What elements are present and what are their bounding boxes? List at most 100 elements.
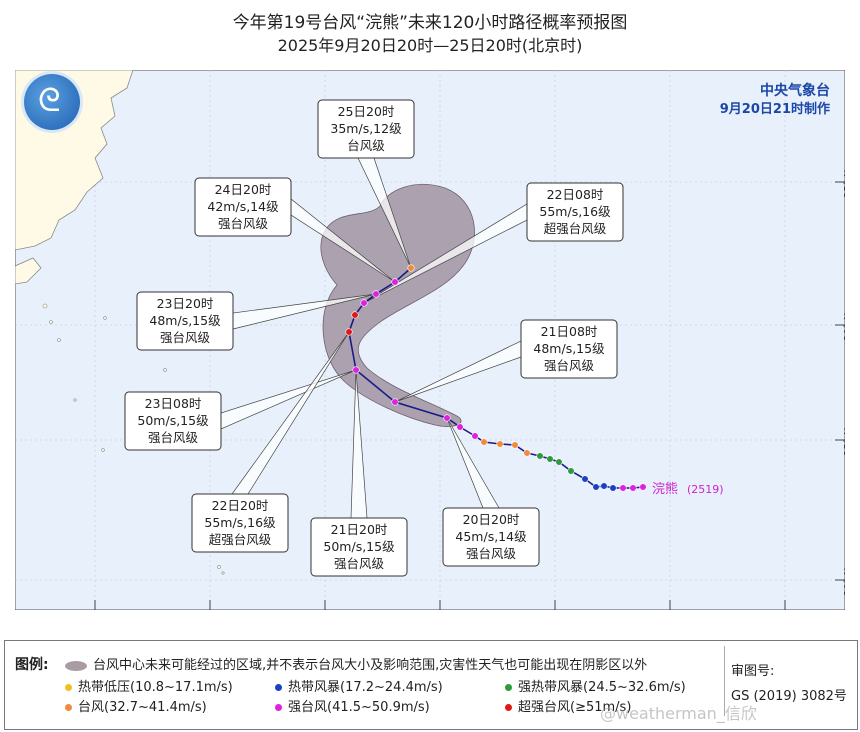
callout-box	[136, 291, 234, 351]
legend-item: 热带风暴(17.2~24.4m/s)	[275, 676, 443, 695]
callout-text: 55m/s,16级	[539, 204, 611, 219]
legend-item-label: 热带风暴(17.2~24.4m/s)	[288, 680, 443, 695]
typhoon-track-points	[345, 264, 647, 492]
legend-item-label: 强热带风暴(24.5~32.6m/s)	[518, 680, 686, 695]
callout-box	[442, 507, 540, 567]
track-point	[391, 278, 399, 286]
track-point	[592, 483, 600, 491]
callout-text: 超强台风级	[544, 221, 607, 236]
callout-text: 21日20时	[331, 522, 388, 537]
track-point	[372, 290, 380, 298]
callout-text: 50m/s,15级	[323, 539, 395, 554]
track-point	[351, 311, 359, 319]
lat-tick-label: 25° N	[843, 428, 845, 456]
track-point	[407, 264, 415, 272]
legend-dot-icon	[275, 704, 282, 711]
map-subtitle: 2025年9月20日20时—25日20时(北京时)	[277, 36, 583, 55]
map-title: 今年第19号台风“浣熊”未来120小时路径概率预报图	[232, 13, 628, 33]
callout-text: 20日20时	[463, 512, 520, 527]
legend-dot-icon	[65, 704, 72, 711]
track-point	[352, 366, 360, 374]
track-point	[523, 449, 531, 457]
callout-text: 强台风级	[148, 430, 199, 445]
forecast-map: 140° E145° E150° E155° E160° E165° E170°…	[15, 70, 845, 610]
callout-text: 台风级	[347, 138, 385, 153]
legend-frame	[4, 640, 858, 730]
callout-text: 48m/s,15级	[533, 341, 605, 356]
cma-logo: ᘓ	[24, 74, 80, 130]
legend-dot-icon	[505, 684, 512, 691]
track-point	[391, 398, 399, 406]
callout-text: 25日20时	[338, 104, 395, 119]
callout-text: 强台风级	[160, 330, 211, 345]
callout-box	[526, 182, 624, 242]
callout-text: 45m/s,14级	[455, 529, 527, 544]
track-point	[360, 299, 368, 307]
legend-dot-icon	[505, 704, 512, 711]
track-point	[536, 452, 544, 460]
track-point	[345, 328, 353, 336]
callout-text: 超强台风级	[209, 532, 272, 547]
callout-box	[520, 319, 618, 379]
lat-tick-label: 35° N	[843, 170, 845, 198]
legend-item: 热带低压(10.8~17.1m/s)	[65, 676, 233, 695]
cone-swatch-icon	[65, 660, 87, 671]
review-number: GS (2019) 3082号	[731, 689, 847, 704]
legend-item-label: 热带低压(10.8~17.1m/s)	[78, 680, 233, 695]
track-point	[480, 438, 488, 446]
callout-box	[191, 493, 289, 553]
kyushu-island	[15, 257, 42, 285]
typhoon-code-label: (2519)	[687, 483, 724, 496]
callout-text: 50m/s,15级	[137, 413, 209, 428]
callout-text: 42m/s,14级	[207, 199, 279, 214]
callout-text: 22日20时	[212, 498, 269, 513]
callout-text: 强台风级	[334, 556, 385, 571]
legend-item-label: 超强台风(≥51m/s)	[518, 700, 632, 715]
production-time: 9月20日21时制作	[719, 102, 830, 117]
lat-tick-label: 30° N	[843, 313, 845, 341]
probability-cone	[320, 183, 475, 427]
track-point	[555, 458, 563, 466]
callout-text: 强台风级	[544, 358, 595, 373]
legend-item: 超强台风(≥51m/s)	[505, 696, 631, 715]
track-point	[443, 414, 451, 422]
typhoon-name-label: 浣熊	[652, 481, 678, 497]
track-point	[496, 440, 504, 448]
callout-text: 21日08时	[541, 324, 598, 339]
legend-item-label: 强台风(41.5~50.9m/s)	[288, 700, 430, 715]
agency-name: 中央气象台	[760, 83, 830, 99]
track-point	[581, 475, 589, 483]
legend-item: 强台风(41.5~50.9m/s)	[275, 696, 430, 715]
track-point	[546, 455, 554, 463]
track-point	[567, 467, 575, 475]
lat-tick-label: 20° N	[843, 568, 845, 596]
callout-box	[194, 177, 292, 237]
callout-text: 强台风级	[218, 216, 269, 231]
legend-cone: 台风中心未来可能经过的区域,并不表示台风大小及影响范围,灾害性天气也可能出现在阴…	[65, 654, 647, 673]
track-point	[471, 432, 479, 440]
track-point	[619, 484, 627, 492]
track-point	[456, 423, 464, 431]
callout-text: 55m/s,16级	[204, 515, 276, 530]
watermark: @weatherman_信欣	[600, 704, 757, 723]
legend-dot-icon	[65, 684, 72, 691]
callout-text: 35m/s,12级	[330, 121, 402, 136]
legend-dot-icon	[275, 684, 282, 691]
track-point	[609, 484, 617, 492]
track-point	[629, 484, 637, 492]
callout-text: 48m/s,15级	[149, 313, 221, 328]
callout-text: 24日20时	[215, 182, 272, 197]
review-label: 审图号:	[731, 664, 775, 679]
callout-text: 23日08时	[145, 396, 202, 411]
callout-box	[317, 99, 415, 159]
track-point	[511, 441, 519, 449]
callout-box	[124, 391, 222, 451]
track-point	[639, 483, 647, 491]
callout-text: 23日20时	[157, 296, 214, 311]
callout-box	[310, 517, 408, 577]
legend-item: 强热带风暴(24.5~32.6m/s)	[505, 676, 686, 695]
callout-text: 强台风级	[466, 546, 517, 561]
track-point	[600, 482, 608, 490]
callout-text: 22日08时	[547, 187, 604, 202]
